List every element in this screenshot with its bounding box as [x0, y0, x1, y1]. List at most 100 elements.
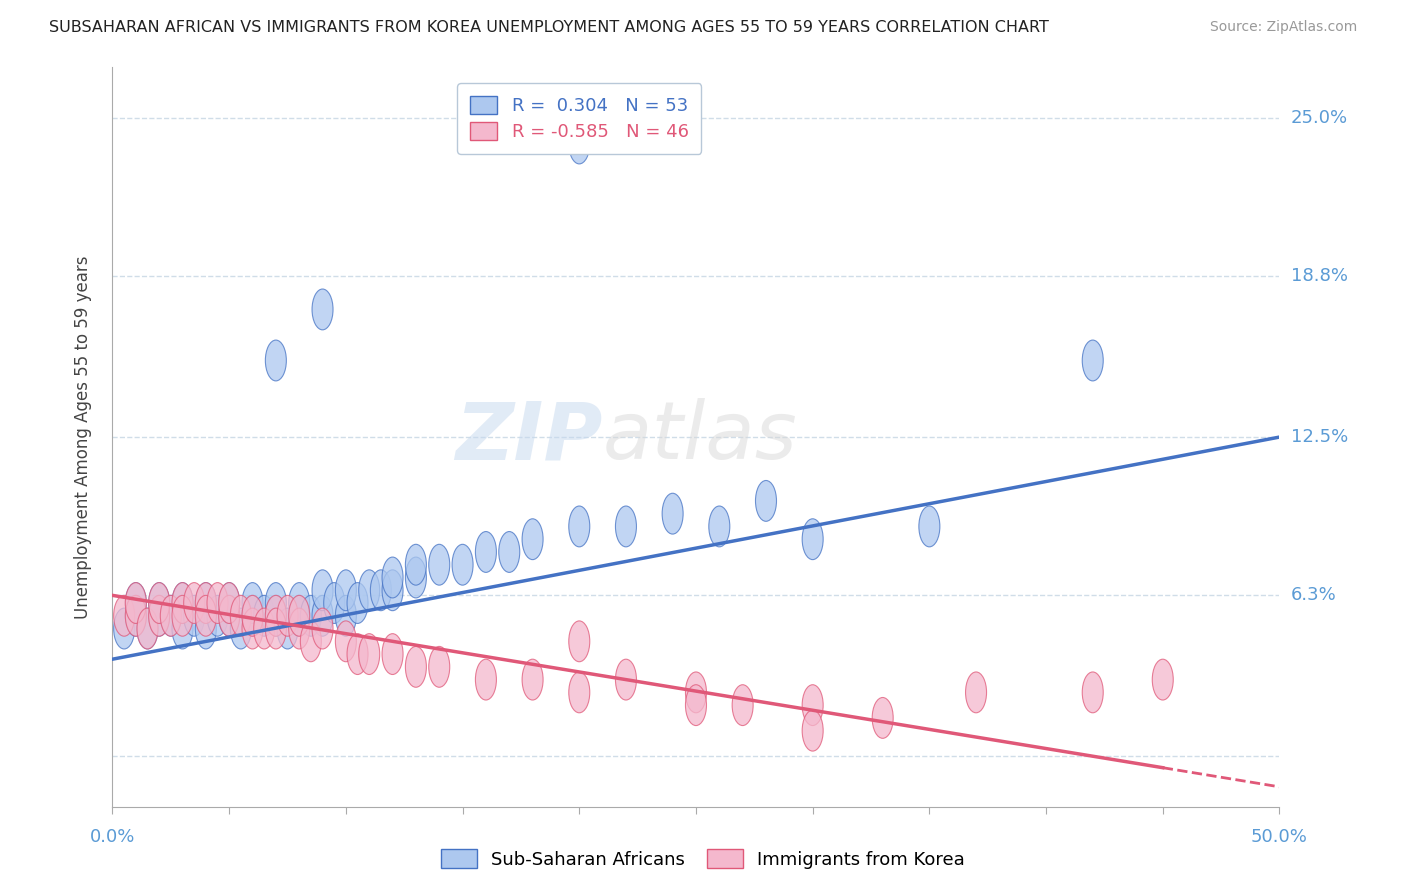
Ellipse shape — [184, 595, 205, 636]
Ellipse shape — [803, 685, 823, 725]
Y-axis label: Unemployment Among Ages 55 to 59 years: Unemployment Among Ages 55 to 59 years — [73, 255, 91, 619]
Ellipse shape — [266, 595, 287, 636]
Text: 0.0%: 0.0% — [90, 828, 135, 846]
Ellipse shape — [453, 544, 472, 585]
Ellipse shape — [301, 621, 322, 662]
Ellipse shape — [405, 558, 426, 598]
Text: SUBSAHARAN AFRICAN VS IMMIGRANTS FROM KOREA UNEMPLOYMENT AMONG AGES 55 TO 59 YEA: SUBSAHARAN AFRICAN VS IMMIGRANTS FROM KO… — [49, 20, 1049, 35]
Ellipse shape — [475, 659, 496, 700]
Text: Source: ZipAtlas.com: Source: ZipAtlas.com — [1209, 20, 1357, 34]
Ellipse shape — [172, 582, 193, 624]
Ellipse shape — [336, 570, 356, 611]
Ellipse shape — [347, 633, 368, 674]
Ellipse shape — [733, 685, 754, 725]
Ellipse shape — [359, 570, 380, 611]
Ellipse shape — [1083, 340, 1104, 381]
Ellipse shape — [219, 595, 239, 636]
Ellipse shape — [312, 608, 333, 649]
Ellipse shape — [242, 608, 263, 649]
Ellipse shape — [219, 582, 239, 624]
Ellipse shape — [966, 672, 987, 713]
Ellipse shape — [336, 621, 356, 662]
Ellipse shape — [266, 595, 287, 636]
Ellipse shape — [149, 595, 170, 636]
Text: 50.0%: 50.0% — [1251, 828, 1308, 846]
Ellipse shape — [114, 608, 135, 649]
Text: 12.5%: 12.5% — [1291, 428, 1348, 446]
Ellipse shape — [569, 123, 589, 164]
Ellipse shape — [242, 595, 263, 636]
Ellipse shape — [219, 582, 239, 624]
Ellipse shape — [370, 570, 391, 611]
Ellipse shape — [301, 595, 322, 636]
Ellipse shape — [160, 595, 181, 636]
Ellipse shape — [312, 570, 333, 611]
Ellipse shape — [686, 685, 706, 725]
Ellipse shape — [288, 595, 309, 636]
Ellipse shape — [405, 544, 426, 585]
Ellipse shape — [569, 506, 589, 547]
Ellipse shape — [429, 544, 450, 585]
Ellipse shape — [172, 582, 193, 624]
Ellipse shape — [149, 595, 170, 636]
Ellipse shape — [288, 608, 309, 649]
Ellipse shape — [266, 608, 287, 649]
Ellipse shape — [266, 582, 287, 624]
Ellipse shape — [382, 558, 404, 598]
Ellipse shape — [755, 481, 776, 521]
Ellipse shape — [125, 595, 146, 636]
Ellipse shape — [616, 659, 637, 700]
Ellipse shape — [242, 595, 263, 636]
Ellipse shape — [125, 595, 146, 636]
Ellipse shape — [499, 532, 520, 573]
Ellipse shape — [405, 647, 426, 687]
Ellipse shape — [149, 582, 170, 624]
Ellipse shape — [475, 532, 496, 573]
Ellipse shape — [336, 595, 356, 636]
Ellipse shape — [323, 582, 344, 624]
Ellipse shape — [195, 608, 217, 649]
Ellipse shape — [160, 595, 181, 636]
Legend: R =  0.304   N = 53, R = -0.585   N = 46: R = 0.304 N = 53, R = -0.585 N = 46 — [457, 83, 702, 153]
Ellipse shape — [569, 621, 589, 662]
Ellipse shape — [347, 582, 368, 624]
Ellipse shape — [1153, 659, 1173, 700]
Ellipse shape — [136, 608, 157, 649]
Ellipse shape — [288, 582, 309, 624]
Legend: Sub-Saharan Africans, Immigrants from Korea: Sub-Saharan Africans, Immigrants from Ko… — [433, 842, 973, 876]
Ellipse shape — [266, 340, 287, 381]
Ellipse shape — [277, 595, 298, 636]
Ellipse shape — [920, 506, 939, 547]
Ellipse shape — [195, 595, 217, 636]
Ellipse shape — [359, 633, 380, 674]
Text: atlas: atlas — [603, 398, 797, 476]
Ellipse shape — [429, 647, 450, 687]
Text: 6.3%: 6.3% — [1291, 586, 1336, 605]
Ellipse shape — [219, 595, 239, 636]
Ellipse shape — [803, 710, 823, 751]
Ellipse shape — [231, 608, 252, 649]
Ellipse shape — [207, 595, 228, 636]
Ellipse shape — [231, 595, 252, 636]
Ellipse shape — [195, 582, 217, 624]
Ellipse shape — [709, 506, 730, 547]
Ellipse shape — [242, 582, 263, 624]
Ellipse shape — [288, 595, 309, 636]
Ellipse shape — [522, 519, 543, 559]
Ellipse shape — [253, 595, 274, 636]
Ellipse shape — [172, 608, 193, 649]
Ellipse shape — [149, 582, 170, 624]
Ellipse shape — [1083, 672, 1104, 713]
Ellipse shape — [125, 582, 146, 624]
Ellipse shape — [195, 582, 217, 624]
Ellipse shape — [686, 672, 706, 713]
Ellipse shape — [207, 582, 228, 624]
Ellipse shape — [277, 608, 298, 649]
Ellipse shape — [136, 608, 157, 649]
Ellipse shape — [184, 582, 205, 624]
Ellipse shape — [312, 289, 333, 330]
Ellipse shape — [803, 519, 823, 559]
Ellipse shape — [616, 506, 637, 547]
Ellipse shape — [253, 608, 274, 649]
Ellipse shape — [522, 659, 543, 700]
